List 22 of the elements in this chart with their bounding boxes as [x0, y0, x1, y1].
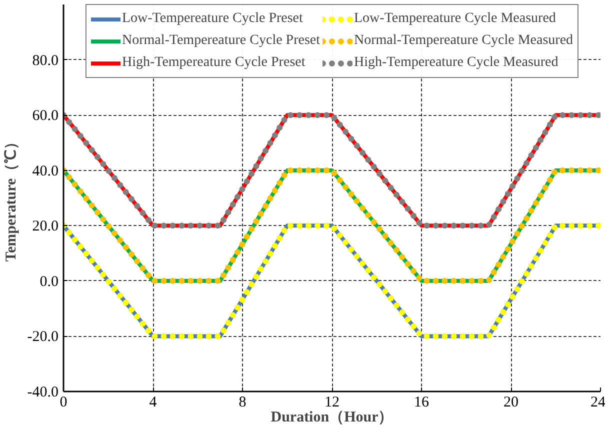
- legend-label: Normal-Tempereature Cycle Preset: [122, 33, 320, 49]
- x-tick-label: 4: [149, 394, 158, 410]
- x-axis-title: Duration（Hour）: [270, 410, 394, 426]
- x-tick-label: 20: [504, 394, 518, 410]
- legend-label: High-Tempereature Cycle Preset: [122, 55, 306, 71]
- y-tick-label: 40.0: [32, 163, 58, 180]
- legend-label: High-Tempereature Cycle Measured: [354, 55, 558, 71]
- legend-label: Normal-Tempereature Cycle Measured: [354, 33, 574, 49]
- x-tick-label: 24: [590, 394, 606, 410]
- x-tick-label: 8: [238, 394, 246, 410]
- y-tick-label: 20.0: [32, 218, 58, 235]
- y-tick-label: -20.0: [27, 329, 59, 346]
- y-tick-label: 60.0: [32, 108, 58, 124]
- y-axis-title: Temperature（℃）: [3, 134, 20, 262]
- x-tick-label: 0: [60, 394, 68, 410]
- legend-label: Low-Tempereature Cycle Preset: [122, 11, 303, 27]
- x-tick-label: 16: [414, 394, 430, 410]
- legend-label: Low-Tempereature Cycle Measured: [354, 11, 556, 27]
- y-tick-label: 0.0: [40, 274, 58, 290]
- y-tick-label: -40.0: [27, 384, 59, 400]
- y-tick-label: 80.0: [32, 52, 58, 69]
- x-tick-label: 12: [324, 394, 340, 410]
